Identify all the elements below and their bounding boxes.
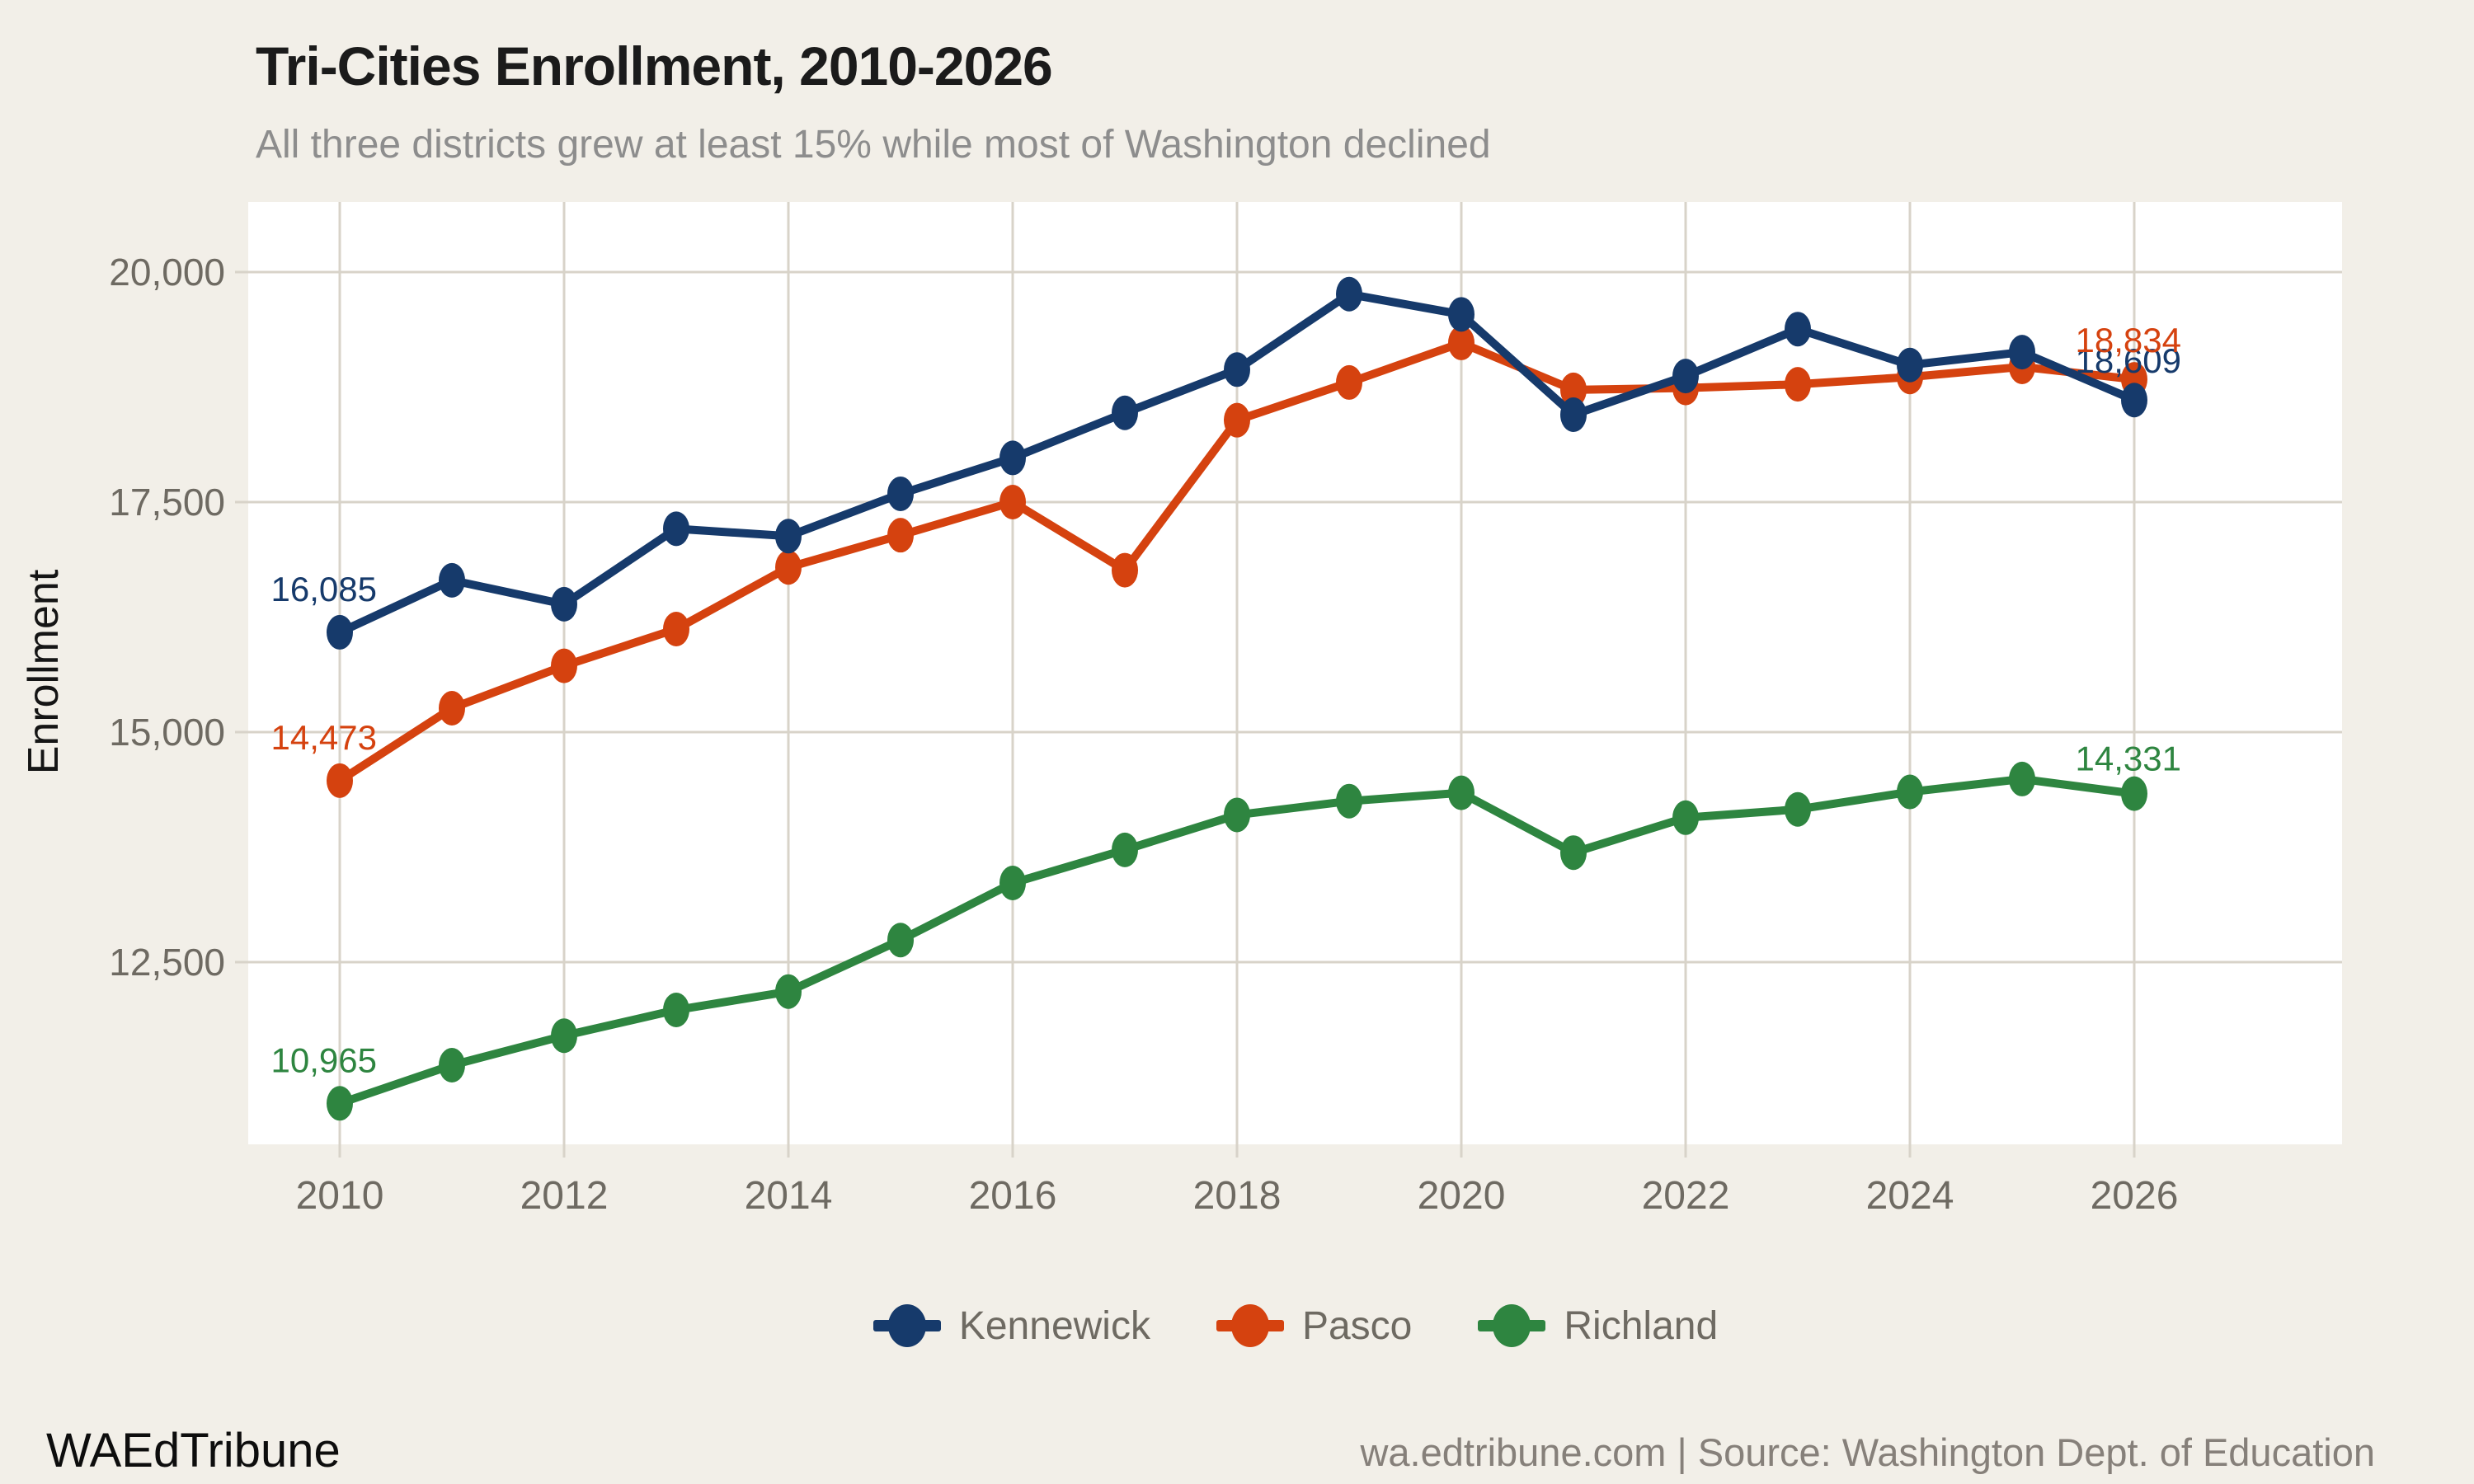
richland-data-point: [1560, 835, 1587, 871]
kennewick-data-point: [439, 562, 465, 598]
kennewick-data-point: [1224, 352, 1250, 387]
y-tick-label: 20,000: [109, 251, 225, 294]
pasco-data-point: [775, 550, 802, 585]
x-tick-label: 2022: [1642, 1174, 1730, 1218]
kennewick-value-label: 18,609: [2076, 341, 2181, 380]
kennewick-data-point: [1336, 276, 1362, 312]
pasco-data-point: [887, 518, 914, 553]
richland-data-point: [1785, 791, 1811, 827]
richland-data-point: [2121, 776, 2147, 811]
kennewick-data-point: [775, 519, 802, 554]
kennewick-value-label: 16,085: [271, 570, 377, 608]
pasco-value-label: 18,834: [2076, 321, 2181, 359]
y-axis-title: Enrollment: [20, 569, 68, 774]
kennewick-data-point: [999, 440, 1026, 476]
x-tick-label: 2026: [2091, 1174, 2179, 1218]
kennewick-data-point: [327, 614, 353, 650]
legend-label-richland: Richland: [1564, 1303, 1719, 1348]
x-tick-label: 2016: [969, 1174, 1057, 1218]
pasco-data-point: [663, 612, 689, 647]
publisher-brand: WAEdTribune: [46, 1424, 341, 1477]
richland-data-point: [2009, 761, 2035, 796]
richland-data-point: [1336, 783, 1362, 819]
legend-marker-richland-icon: [1478, 1304, 1546, 1347]
chart-subtitle: All three districts grew at least 15% wh…: [256, 123, 1491, 167]
pasco-value-label: 14,473: [271, 718, 377, 757]
legend-marker-pasco-icon: [1216, 1304, 1284, 1347]
richland-data-point: [1897, 774, 1923, 810]
richland-data-point: [327, 1086, 353, 1121]
kennewick-data-point: [1560, 397, 1587, 432]
pasco-data-point: [551, 648, 577, 683]
richland-data-point: [1112, 832, 1138, 867]
legend-label-kennewick: Kennewick: [958, 1303, 1150, 1348]
x-tick-label: 2012: [520, 1174, 609, 1218]
pasco-data-point: [439, 690, 465, 726]
kennewick-data-point: [551, 586, 577, 622]
richland-data-point: [663, 993, 689, 1028]
kennewick-data-point: [1112, 395, 1138, 430]
pasco-data-point: [1448, 325, 1475, 360]
pasco-data-point: [1336, 364, 1362, 400]
richland-data-point: [1224, 797, 1250, 833]
x-tick-label: 2024: [1866, 1174, 1954, 1218]
x-tick-label: 2010: [296, 1174, 384, 1218]
richland-value-label: 14,331: [2076, 740, 2181, 778]
y-tick-label: 15,000: [109, 711, 225, 754]
kennewick-data-point: [663, 511, 689, 547]
legend-label-pasco: Pasco: [1301, 1303, 1413, 1348]
kennewick-data-point: [2121, 383, 2147, 418]
chart-title: Tri-Cities Enrollment, 2010-2026: [256, 35, 1053, 96]
kennewick-data-point: [2009, 335, 2035, 370]
kennewick-data-point: [1897, 347, 1923, 383]
chart-legend: Kennewick Pasco Richland: [247, 1301, 2342, 1350]
x-tick-label: 2018: [1193, 1174, 1282, 1218]
richland-data-point: [775, 974, 802, 1009]
kennewick-data-point: [887, 476, 914, 511]
legend-item-pasco: Pasco: [1215, 1301, 1412, 1350]
pasco-data-point: [1112, 552, 1138, 588]
pasco-data-point: [999, 485, 1026, 519]
richland-data-point: [887, 923, 914, 958]
source-attribution: wa.edtribune.com | Source: Washington De…: [1360, 1430, 2375, 1474]
y-tick-label: 17,500: [109, 481, 225, 524]
richland-data-point: [999, 866, 1026, 901]
kennewick-data-point: [1448, 297, 1475, 332]
richland-data-point: [439, 1047, 465, 1082]
pasco-data-point: [1560, 372, 1587, 407]
legend-item-kennewick: Kennewick: [872, 1301, 1150, 1350]
richland-data-point: [551, 1018, 577, 1054]
richland-value-label: 10,965: [271, 1040, 377, 1079]
x-tick-label: 2014: [745, 1174, 833, 1218]
pasco-data-point: [1224, 402, 1250, 438]
kennewick-data-point: [1672, 359, 1699, 394]
legend-item-richland: Richland: [1476, 1301, 1718, 1350]
x-tick-label: 2020: [1418, 1174, 1506, 1218]
y-tick-label: 12,500: [109, 941, 225, 984]
pasco-data-point: [1785, 367, 1811, 402]
richland-data-point: [1672, 800, 1699, 835]
kennewick-data-point: [1785, 312, 1811, 347]
legend-marker-kennewick-icon: [872, 1304, 941, 1347]
pasco-data-point: [327, 763, 353, 798]
richland-data-point: [1448, 775, 1475, 810]
